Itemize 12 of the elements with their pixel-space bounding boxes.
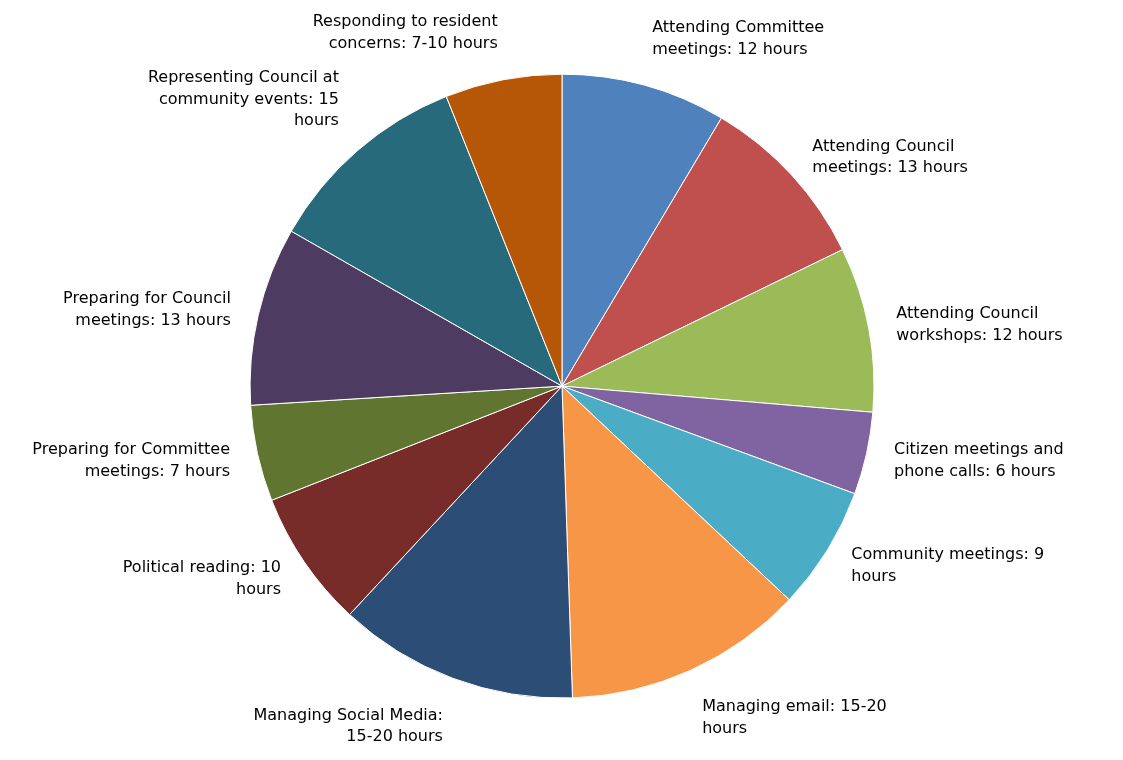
slice-label: Attending Council workshops: 12 hours xyxy=(896,303,1063,345)
slice-label: Citizen meetings and phone calls: 6 hours xyxy=(893,439,1064,481)
slice-label: Political reading: 10 hours xyxy=(122,557,282,599)
slice-label: Managing email: 15-20 hours xyxy=(702,695,887,737)
slice-label: Attending Committee meetings: 12 hours xyxy=(652,17,825,59)
slice-label: Responding to resident concerns: 7-10 hours xyxy=(312,11,498,53)
slice-label: Preparing for Committee meetings: 7 hours xyxy=(32,439,231,481)
slice-label: Preparing for Council meetings: 13 hours xyxy=(63,288,231,330)
slice-label: Community meetings: 9 hours xyxy=(851,544,1045,586)
slice-label: Representing Council at community events: 15 hours xyxy=(147,66,339,130)
slice-label: Managing Social Media: 15-20 hours xyxy=(253,704,443,746)
slice-label: Attending Council meetings: 13 hours xyxy=(812,135,968,177)
